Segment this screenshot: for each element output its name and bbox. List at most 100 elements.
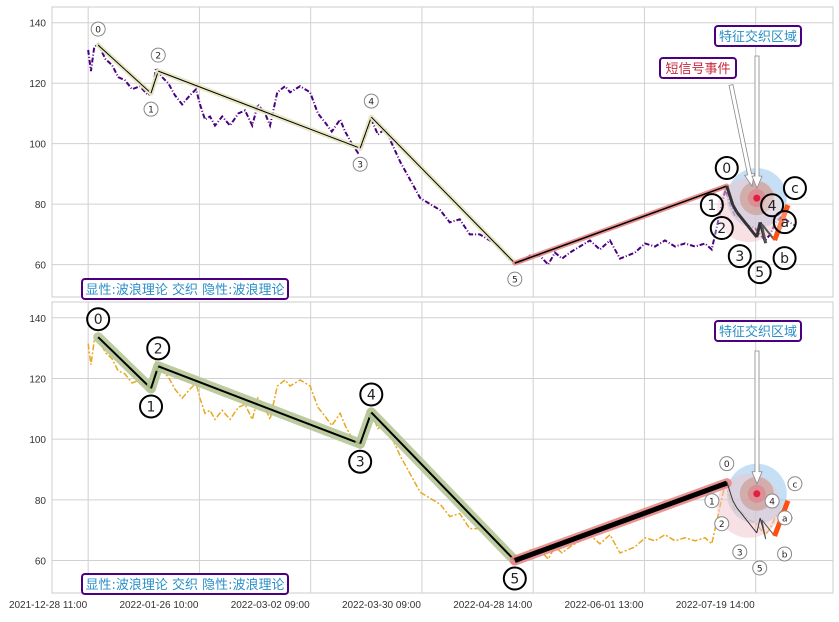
y-tick-label: 140 [29, 19, 46, 30]
wave-label: 5 [757, 564, 763, 574]
x-tick-label: 2021-12-28 11:00 [9, 600, 88, 611]
wave-label-circle [150, 47, 166, 63]
wave-label-circle [146, 336, 171, 361]
plot-area [51, 6, 834, 298]
x-tick-label: 2022-03-02 09:00 [231, 600, 310, 611]
wave-label-circle [732, 544, 748, 560]
x-tick-label: 2022-06-01 13:00 [564, 600, 643, 611]
y-tick-label: 80 [35, 496, 47, 507]
wave-label: a [782, 514, 788, 524]
feature-zone-annotation: 特征交织区域 [719, 324, 797, 340]
wave-label: 3 [356, 455, 365, 471]
wave-label: c [792, 480, 797, 490]
wave-label-circle [714, 156, 739, 181]
feature-zone-center [753, 194, 761, 202]
wave-segment [370, 411, 516, 562]
wave-label-circle [747, 260, 772, 285]
x-tick-label: 2022-01-26 10:00 [119, 600, 198, 611]
wave-label-circle [139, 394, 164, 419]
wave-label: 1 [148, 106, 154, 116]
wave-label-circle [86, 307, 111, 332]
wave-segment [97, 336, 152, 390]
wave-label: 3 [357, 161, 363, 171]
sub-wave-segment [760, 223, 767, 244]
y-tick-label: 120 [29, 79, 46, 90]
bottom-panel: 60 80 100 120 140 0 1 2 3 4 5 0 1 2 3 4 5 a b c 特征交织区域显性:波浪理… [29, 301, 834, 595]
wave-label-circle [699, 193, 724, 218]
wave-label-circle [352, 156, 368, 172]
wave-label-circle [709, 216, 734, 241]
wave-label: 4 [368, 98, 374, 108]
short-signal-annotation: 短信号事件 [665, 62, 730, 77]
feature-zone-annotation-box [714, 25, 802, 47]
top-panel: 6080100120140012345012345abc特征交织区域短信号事件显… [29, 6, 834, 300]
wave-label-circle [782, 176, 807, 201]
wave-label: 1 [147, 399, 156, 415]
wave-label-circle [760, 193, 785, 218]
y-tick-label: 60 [35, 557, 47, 568]
wave-label-circle [704, 493, 720, 509]
sub-wave-segment [725, 185, 735, 206]
wave-label: 5 [510, 572, 519, 588]
wave-segment [157, 365, 361, 445]
price-series [87, 336, 796, 561]
annotation-arrow [751, 350, 763, 485]
y-tick-label: 140 [29, 314, 46, 325]
feature-zone-center [753, 490, 761, 498]
plot-area [51, 301, 834, 594]
feature-zone-annotation: 特征交织区域 [719, 29, 797, 45]
wave-label: 0 [724, 460, 730, 470]
y-tick-label: 80 [35, 200, 47, 211]
x-tick-label: 2022-04-28 14:00 [453, 600, 532, 611]
sub-wave-segment [736, 507, 758, 534]
y-tick-label: 100 [29, 435, 46, 446]
annotation-arrow [751, 55, 763, 190]
wave-label: 1 [707, 198, 716, 214]
wave-label-circle [714, 516, 730, 532]
wave-label-circle [348, 449, 373, 474]
wave-label: 0 [722, 161, 731, 177]
wave-segment [370, 116, 516, 264]
wave-label-circle [787, 476, 803, 492]
price-series [87, 42, 796, 267]
wave-label: 2 [719, 520, 725, 530]
wave-label-circle [363, 93, 379, 109]
y-tick-label: 120 [29, 374, 46, 385]
wave-label: 3 [735, 249, 744, 265]
wave-label-circle [764, 493, 780, 509]
wave-label: b [780, 251, 789, 267]
wave-label: 2 [717, 221, 726, 237]
wave-label: 2 [154, 341, 163, 357]
wave-label: a [781, 215, 790, 231]
wave-label: 1 [709, 497, 715, 507]
legend-caption: 显性:波浪理论 交织 隐性:波浪理论 [85, 577, 284, 593]
wave-label-circle [772, 246, 797, 271]
feature-zone-annotation-box [714, 320, 802, 342]
wave-label-circle [359, 382, 384, 407]
wave-label-circle [719, 456, 735, 472]
x-tick-label: 2022-07-19 14:00 [676, 600, 755, 611]
wave-label: 4 [768, 198, 777, 214]
wave-segment [158, 70, 361, 149]
y-tick-label: 100 [29, 140, 46, 151]
wave-label: 0 [95, 26, 101, 36]
wave-label-circle [752, 560, 768, 576]
sub-wave-segment [732, 500, 738, 508]
wave-label-circle [727, 244, 752, 269]
wave-label-circle [143, 101, 159, 117]
legend-caption: 显性:波浪理论 交织 隐性:波浪理论 [85, 282, 284, 298]
legend-caption-box [81, 278, 289, 300]
wave-label: b [782, 550, 788, 560]
sub-wave-segment [731, 204, 739, 213]
legend-caption-box [81, 573, 289, 595]
wave-segment [359, 116, 372, 149]
wave-label-circle [502, 566, 527, 591]
wave-label-circle [507, 271, 523, 287]
sub-wave-segment [735, 211, 758, 239]
wave-label-circle [777, 546, 793, 562]
short-signal-annotation-box [659, 57, 737, 79]
wave-segment [514, 185, 728, 264]
wave-label: c [791, 181, 799, 197]
wave-label: 4 [367, 387, 376, 403]
